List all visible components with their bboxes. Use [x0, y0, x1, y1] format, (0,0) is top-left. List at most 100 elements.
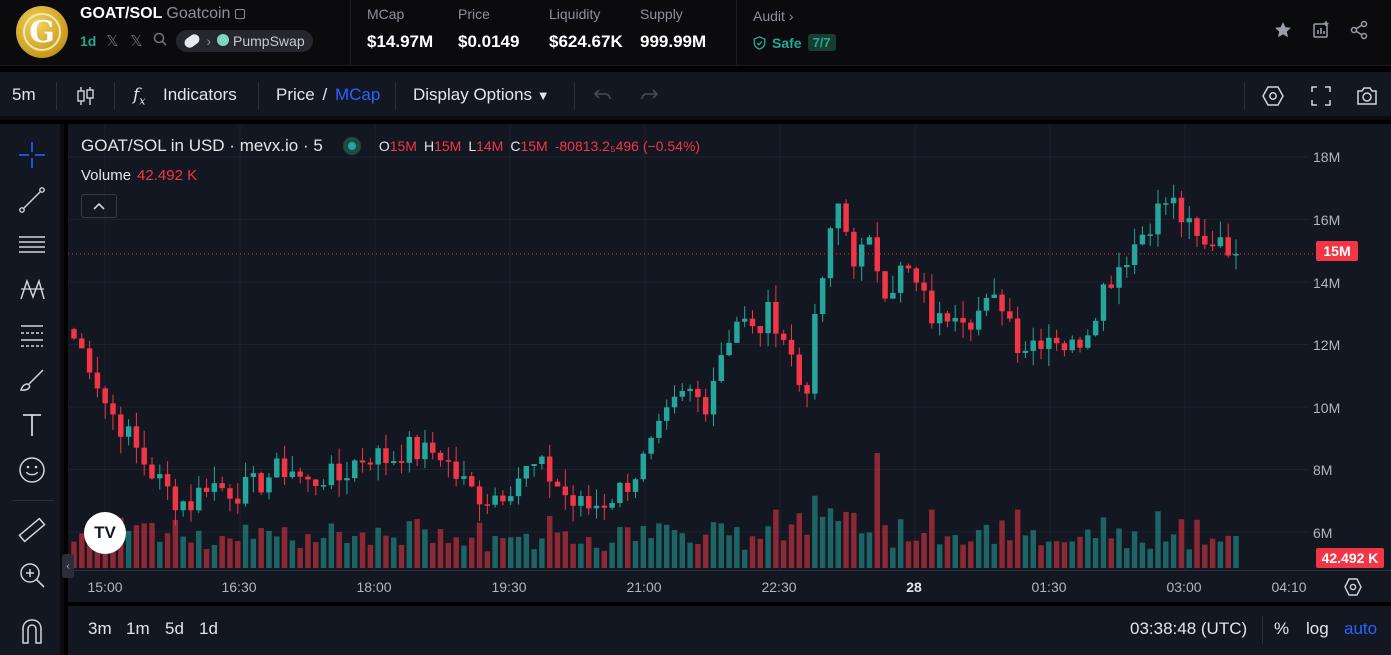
- add-chart-icon[interactable]: [1311, 20, 1331, 40]
- percent-toggle[interactable]: %: [1274, 619, 1290, 638]
- range-3m[interactable]: 3m: [88, 619, 112, 638]
- chart-toolbar: 5m fx Indicators Price / MCap Display Op…: [0, 72, 1391, 120]
- tradingview-logo[interactable]: TV: [84, 512, 126, 554]
- volume-bar: [827, 508, 834, 568]
- candle-body: [406, 436, 413, 463]
- redo-icon[interactable]: [637, 84, 661, 108]
- interval-selector[interactable]: 5m: [12, 85, 36, 104]
- volume-bar: [991, 543, 997, 568]
- candle-body: [1077, 339, 1083, 348]
- candle-body: [671, 396, 678, 408]
- settings-icon[interactable]: [1261, 84, 1285, 108]
- collapse-legend-button[interactable]: [81, 194, 117, 218]
- range-5d[interactable]: 5d: [165, 619, 184, 638]
- candlestick-type-icon[interactable]: [73, 84, 97, 108]
- volume-bar: [164, 533, 171, 568]
- candle-body: [944, 313, 951, 322]
- candle-body: [313, 479, 319, 487]
- candle-body: [515, 478, 522, 497]
- volume-bar: [999, 520, 1005, 568]
- log-toggle[interactable]: log: [1306, 619, 1329, 638]
- candle-body: [687, 388, 693, 392]
- volume-bar: [734, 527, 740, 568]
- volume-bar: [578, 543, 584, 568]
- volume-bar: [375, 527, 381, 568]
- time-axis[interactable]: 15:00 16:30 18:00 19:30 21:00 22:30 28 0…: [68, 570, 1391, 602]
- undo-icon[interactable]: [591, 84, 615, 108]
- volume-bar: [445, 542, 452, 568]
- brush-icon[interactable]: [17, 365, 47, 395]
- range-1m[interactable]: 1m: [126, 619, 150, 638]
- pattern-tool-icon[interactable]: [17, 275, 47, 305]
- volume-bar: [843, 511, 849, 568]
- share-icon[interactable]: [1349, 20, 1369, 40]
- price-option[interactable]: Price: [276, 85, 315, 104]
- camera-icon[interactable]: [1355, 84, 1379, 108]
- magnet-icon[interactable]: [17, 615, 47, 645]
- axis-settings-icon[interactable]: [1343, 577, 1363, 597]
- copy-icon[interactable]: [235, 9, 246, 19]
- volume-bar: [773, 509, 779, 568]
- candle-body: [539, 456, 545, 465]
- audit-link[interactable]: Audit ›: [753, 8, 793, 24]
- volume-bar: [617, 527, 623, 568]
- volume-bar: [718, 523, 725, 568]
- candle-body: [94, 372, 101, 389]
- x-search-icon[interactable]: 𝕏: [130, 33, 143, 50]
- volume-bar: [227, 538, 233, 568]
- zoom-in-icon[interactable]: [17, 560, 47, 590]
- dex-pill[interactable]: › PumpSwap: [176, 30, 313, 52]
- candle-body: [258, 473, 264, 493]
- volume-bar: [546, 515, 553, 568]
- candle-body: [999, 294, 1005, 312]
- candle-body: [219, 483, 225, 489]
- volume-bar: [765, 526, 771, 568]
- candle-body: [624, 482, 631, 492]
- auto-toggle[interactable]: auto: [1344, 619, 1378, 638]
- volume-bar: [281, 527, 288, 568]
- text-tool-icon[interactable]: [17, 410, 47, 440]
- candle-body: [437, 452, 444, 461]
- star-icon[interactable]: [1273, 20, 1293, 40]
- price-mode-toggle[interactable]: Price / MCap: [276, 85, 380, 105]
- volume-bar: [554, 532, 561, 568]
- range-1d[interactable]: 1d: [199, 619, 218, 638]
- volume-bar: [757, 538, 764, 568]
- crosshair-icon[interactable]: [17, 140, 47, 170]
- search-icon[interactable]: [152, 32, 168, 50]
- candle-body: [391, 461, 397, 463]
- trend-line-icon[interactable]: [17, 185, 47, 215]
- candle-body: [359, 460, 366, 463]
- candle-body: [1155, 203, 1161, 235]
- candle-body: [1100, 284, 1107, 321]
- indicators-button[interactable]: Indicators: [163, 85, 237, 104]
- candlestick-plot[interactable]: [68, 124, 1391, 570]
- x-twitter-icon[interactable]: 𝕏: [106, 33, 119, 50]
- volume-bar: [570, 543, 576, 568]
- chart-pane[interactable]: GOAT/SOL in USD · mevx.io · 5 O 15M H 15M …: [62, 124, 1391, 602]
- fx-icon[interactable]: fx: [133, 85, 146, 108]
- candle-body: [1124, 264, 1130, 268]
- mcap-option[interactable]: MCap: [334, 85, 381, 104]
- candle-body: [250, 473, 257, 477]
- utc-clock[interactable]: 03:38:48 (UTC): [1130, 619, 1248, 638]
- horizontal-lines-icon[interactable]: [17, 230, 47, 260]
- token-full-name: Goatcoin: [166, 5, 231, 22]
- candle-body: [1186, 218, 1192, 223]
- scroll-left-handle[interactable]: ‹: [62, 554, 74, 578]
- x-tick: 01:30: [1031, 579, 1067, 595]
- volume-bar: [1108, 538, 1114, 568]
- volume-bar: [71, 541, 77, 568]
- volume-label: Volume: [81, 167, 132, 184]
- candle-body: [617, 482, 623, 503]
- fullscreen-icon[interactable]: [1309, 84, 1333, 108]
- display-options-button[interactable]: Display Options ▼: [413, 85, 550, 105]
- dex-name: PumpSwap: [233, 33, 305, 49]
- fib-tool-icon[interactable]: [17, 320, 47, 350]
- volume-bar: [492, 536, 498, 568]
- ruler-icon[interactable]: [17, 515, 47, 545]
- candle-body: [695, 388, 701, 398]
- emoji-icon[interactable]: [17, 455, 47, 485]
- candle-body: [500, 495, 506, 502]
- volume-bar: [710, 522, 717, 568]
